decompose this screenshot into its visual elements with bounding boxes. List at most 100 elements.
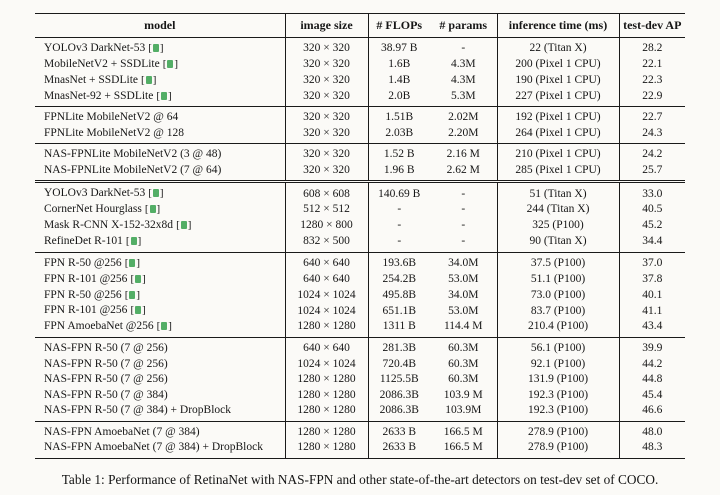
cell-flops: 1.6B [388, 58, 411, 71]
model-name: RefineDet R-101 [44, 234, 123, 247]
cell-params: - [430, 181, 498, 202]
table-row: Mask R-CNN X-152-32x8d[] 1280 × 800- -325 … [35, 217, 685, 234]
cell-params: - [430, 37, 498, 57]
citation-link[interactable]: [] [130, 304, 146, 317]
cell-flops: 140.69 B [378, 187, 421, 200]
cell-inference-time: 37.5 (P100) [497, 252, 620, 272]
cell-image-size: 1280 × 1280 [285, 387, 369, 403]
cell-flops: 2086.3B [379, 404, 419, 417]
cell-model: CornerNet Hourglass[] [35, 201, 286, 218]
cell-flops: 1311 B [382, 320, 416, 333]
cell-inference-time: 200 (Pixel 1 CPU) [497, 56, 620, 73]
cell-test-dev-ap: 43.4 [642, 320, 663, 333]
citation-link[interactable]: [] [148, 42, 164, 54]
table-row: NAS-FPN R-50 (7 @ 256) 1280 × 1280 1125.5B… [35, 371, 685, 388]
cell-inference-time: 244 (Titan X) [497, 201, 620, 218]
cell-test-dev-ap: 24.2 [642, 148, 663, 161]
cell-inference-time: 227 (Pixel 1 CPU) [497, 88, 620, 107]
results-table: model image size # FLOPs # params infere… [35, 13, 685, 459]
cell-flops: 495.8B [382, 288, 417, 301]
citation-number [135, 306, 142, 315]
citation-link[interactable]: [] [156, 89, 172, 102]
cell-model: FPN R-50 @256[] [35, 287, 286, 303]
cell-inference-time: 22 (Titan X) [497, 37, 620, 57]
citation-number [129, 290, 136, 299]
cell-flops: 2633 B [382, 425, 417, 438]
cell-image-size: 1280 × 1280 [285, 371, 369, 388]
cell-image-size: 1280 × 1280 [285, 402, 369, 422]
citation-number [145, 75, 152, 84]
cell-params: 60.3M [430, 337, 498, 357]
table-row: YOLOv3 DarkNet-53[] 320 × 320 38.97 B -22 (… [35, 37, 685, 57]
citation-link[interactable]: [] [176, 219, 192, 232]
citation-link[interactable]: [] [144, 203, 161, 216]
cell-image-size: 1280 × 800 [285, 217, 369, 234]
cell-params: - [430, 217, 498, 234]
cell-flops: 2.0B [388, 89, 411, 102]
cell-test-dev-ap: 41.1 [642, 304, 663, 317]
cell-model: RefineDet R-101[] [35, 233, 286, 253]
cell-model: NAS-FPN R-50 (7 @ 256) [35, 356, 286, 372]
cell-params: 166.5 M [430, 421, 498, 440]
cell-image-size: 608 × 608 [285, 181, 369, 202]
cell-params: 2.02M [430, 106, 498, 126]
cell-params: 114.4 M [430, 318, 498, 338]
citation-link[interactable]: [] [130, 272, 146, 285]
table-row: FPN R-50 @256[] 1024 × 1024 495.8B 34.0M 73.… [35, 287, 685, 303]
cell-test-dev-ap: 37.0 [642, 257, 663, 269]
model-name: FPN R-101 @256 [44, 304, 128, 317]
model-name: NAS-FPN AmoebaNet (7 @ 384) + DropBlock [44, 441, 263, 454]
cell-test-dev-ap: 22.3 [642, 73, 663, 86]
citation-link[interactable]: [] [141, 73, 157, 86]
cell-flops: 1125.5B [379, 373, 419, 386]
cell-image-size: 320 × 320 [285, 125, 369, 144]
cell-params: 53.0M [430, 302, 498, 319]
table-row: FPN R-101 @256[] 1024 × 1024 651.1B 53.0M 83… [35, 302, 685, 319]
cell-flops: 720.4B [382, 357, 417, 370]
cell-image-size: 320 × 320 [285, 106, 369, 126]
column-header-inference-time: inference time (ms) [497, 13, 620, 38]
table-caption: Table 1: Performance of RetinaNet with N… [61, 471, 659, 487]
cell-test-dev-ap: 34.4 [642, 235, 663, 248]
model-name: NAS-FPNLite MobileNetV2 (7 @ 64) [44, 163, 222, 176]
cell-params: 4.3M [430, 72, 498, 89]
cell-model: YOLOv3 DarkNet-53[] [35, 181, 286, 202]
citation-link[interactable]: [] [148, 187, 164, 200]
cell-inference-time: 51.1 (P100) [497, 271, 620, 288]
model-name: NAS-FPN R-50 (7 @ 384) [44, 388, 168, 401]
cell-model: NAS-FPN AmoebaNet (7 @ 384) [35, 421, 286, 440]
cell-inference-time: 131.9 (P100) [497, 371, 620, 388]
cell-params: - [430, 233, 498, 253]
cell-model: FPN R-101 @256[] [35, 271, 286, 288]
model-name: FPN AmoebaNet @256 [44, 320, 154, 333]
cell-image-size: 512 × 512 [285, 201, 369, 218]
cell-inference-time: 92.1 (P100) [497, 356, 620, 372]
cell-inference-time: 325 (P100) [497, 217, 620, 234]
citation-number [152, 189, 159, 198]
table-row: MobileNetV2 + SSDLite[] 320 × 320 1.6B 4.3M… [35, 56, 685, 73]
model-name: NAS-FPN R-50 (7 @ 256) [44, 342, 168, 355]
citation-link[interactable]: [] [162, 57, 179, 70]
citation-link[interactable]: [] [156, 320, 172, 333]
citation-link[interactable]: [] [124, 288, 141, 301]
citation-link[interactable]: [] [125, 234, 142, 247]
cell-model: MnasNet + SSDLite[] [35, 72, 286, 89]
cell-model: FPN R-101 @256[] [35, 302, 286, 319]
cell-image-size: 1024 × 1024 [285, 287, 369, 303]
cell-flops: 651.1B [382, 304, 417, 317]
cell-model: FPN R-50 @256[] [35, 252, 286, 272]
cell-inference-time: 210 (Pixel 1 CPU) [497, 143, 620, 163]
cell-flops: 1.52 B [383, 148, 415, 161]
table-header: model image size # FLOPs # params infere… [35, 13, 685, 38]
row-group: NAS-FPN AmoebaNet (7 @ 384) 1280 × 1280 26… [35, 421, 685, 458]
cell-image-size: 640 × 640 [285, 337, 369, 357]
cell-test-dev-ap: 22.7 [642, 111, 663, 124]
cell-flops: 281.3B [382, 342, 417, 355]
cell-model: NAS-FPNLite MobileNetV2 (7 @ 64) [35, 162, 286, 182]
citation-link[interactable]: [] [124, 256, 141, 269]
cell-test-dev-ap: 25.7 [642, 163, 663, 176]
cell-params: 60.3M [430, 371, 498, 388]
citation-number [130, 236, 137, 245]
cell-test-dev-ap: 40.1 [642, 288, 663, 301]
row-group: NAS-FPNLite MobileNetV2 (3 @ 48) 320 × 32… [35, 143, 685, 182]
